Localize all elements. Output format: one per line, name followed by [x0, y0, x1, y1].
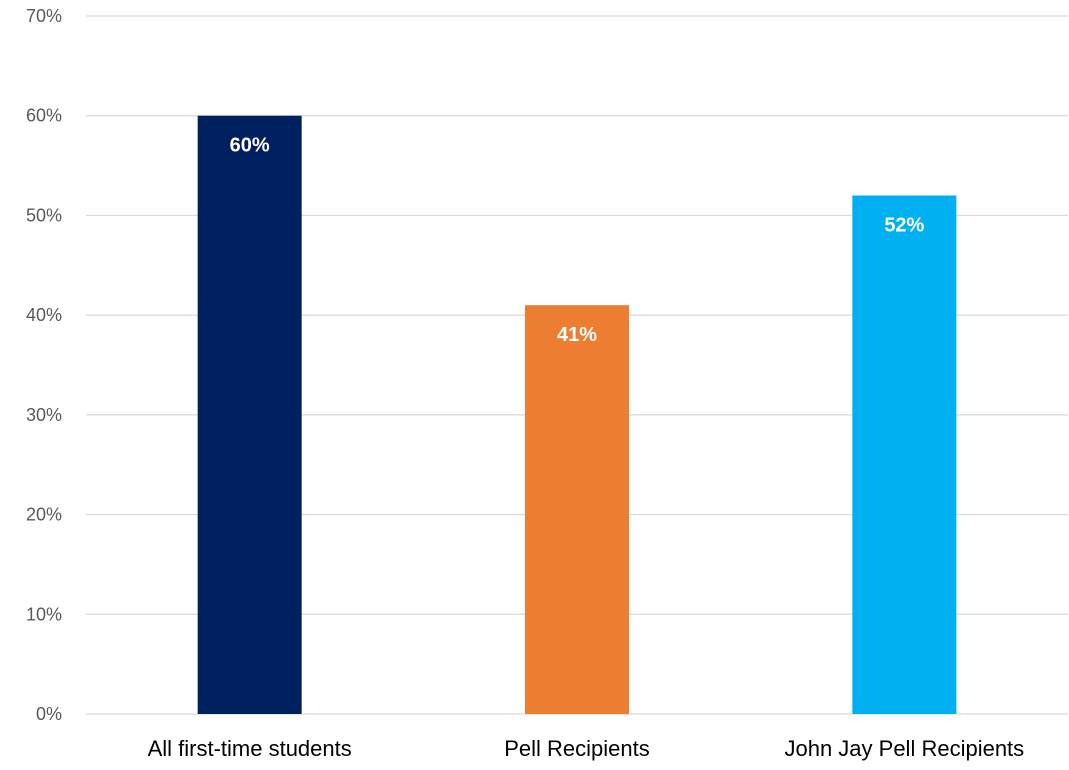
data-label: 41% — [557, 324, 597, 346]
data-labels: 60% 41% 52% — [230, 135, 925, 346]
bar-3 — [852, 195, 957, 714]
bars — [197, 115, 957, 714]
data-label: 60% — [230, 135, 270, 157]
data-label: 52% — [884, 214, 924, 236]
x-category-label: John Jay Pell Recipients — [784, 736, 1024, 761]
bar-2 — [525, 305, 629, 714]
y-tick-label: 10% — [26, 604, 62, 624]
x-category-label: Pell Recipients — [504, 736, 650, 761]
bar-1 — [197, 115, 302, 714]
x-category-label: All first-time students — [148, 736, 352, 761]
x-axis-category-labels: All first-time students Pell Recipients Jo… — [148, 736, 1025, 761]
y-axis-tick-labels: 0% 10% 20% 30% 40% 50% 60% 70% — [26, 6, 62, 724]
y-tick-label: 30% — [26, 405, 62, 425]
y-tick-label: 20% — [26, 505, 62, 525]
y-tick-label: 70% — [26, 6, 62, 26]
y-tick-label: 0% — [36, 704, 62, 724]
y-tick-label: 60% — [26, 106, 62, 126]
y-tick-label: 50% — [26, 205, 62, 225]
y-tick-label: 40% — [26, 305, 62, 325]
